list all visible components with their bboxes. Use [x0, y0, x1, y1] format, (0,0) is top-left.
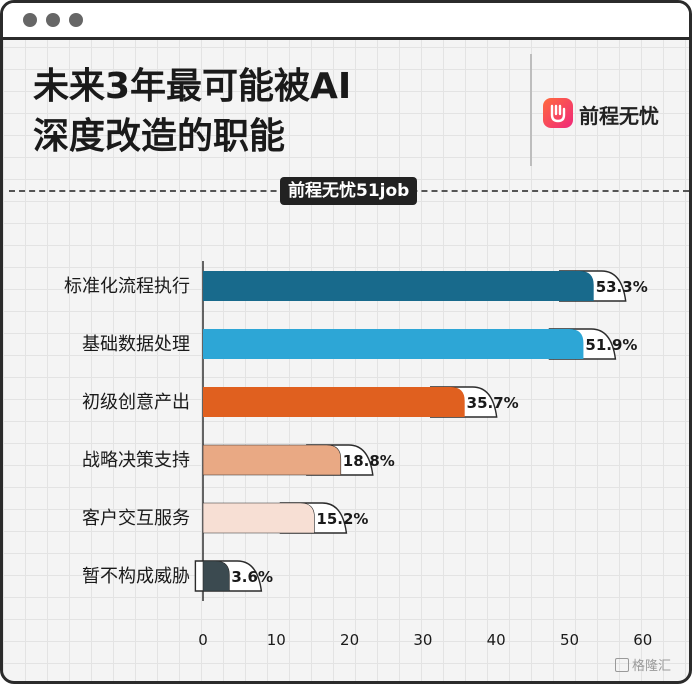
- category-label: 战略决策支持: [82, 450, 190, 471]
- hand-icon: [543, 98, 573, 128]
- x-tick-label: 20: [340, 631, 359, 649]
- chart-title-line1: 未来3年最可能被AI: [33, 66, 352, 107]
- value-label: 15.2%: [316, 510, 368, 528]
- watermark: 格隆汇: [615, 655, 671, 674]
- value-label: 53.3%: [596, 278, 648, 296]
- category-label: 标准化流程执行: [64, 276, 190, 297]
- category-label: 初级创意产出: [82, 392, 190, 413]
- window-titlebar: [3, 3, 689, 40]
- x-tick-label: 60: [633, 631, 652, 649]
- bar: [203, 329, 584, 359]
- brand-logo: 前程无忧: [543, 98, 683, 134]
- value-label: 3.6%: [231, 568, 273, 586]
- category-label: 客户交互服务: [82, 508, 190, 529]
- bar: [202, 560, 230, 592]
- x-tick-label: 40: [487, 631, 506, 649]
- chart-title: 未来3年最可能被AI 深度改造的职能: [33, 62, 351, 162]
- x-tick-label: 10: [267, 631, 286, 649]
- bar-chart: 标准化流程执行 53.3% 基础数据处理 51.9% 初级创意产出 35.7% 战略决策支持…: [64, 261, 652, 649]
- window-dot-1: [23, 13, 37, 27]
- bar: [202, 502, 315, 534]
- x-tick-label: 30: [413, 631, 432, 649]
- value-label: 18.8%: [343, 452, 395, 470]
- window-dot-3: [69, 13, 83, 27]
- source-badge: 前程无忧51job: [280, 177, 418, 205]
- bar: [203, 387, 465, 417]
- x-tick-label: 50: [560, 631, 579, 649]
- bar: [203, 271, 594, 301]
- chart-title-line2: 深度改造的职能: [33, 116, 286, 157]
- value-label: 35.7%: [467, 394, 519, 412]
- watermark-text: 格隆汇: [632, 659, 672, 674]
- category-label: 暂不构成威胁: [82, 566, 190, 587]
- value-label: 51.9%: [585, 336, 637, 354]
- chart-frame: 未来3年最可能被AI 深度改造的职能 前程无忧 前程无忧51job 标准化流程执…: [0, 0, 692, 684]
- brand-logo-text: 前程无忧: [579, 104, 659, 128]
- watermark-icon: [615, 658, 629, 672]
- x-tick-label: 0: [198, 631, 208, 649]
- window-dot-2: [46, 13, 60, 27]
- bar: [202, 444, 342, 476]
- chart-header: 未来3年最可能被AI 深度改造的职能 前程无忧: [3, 40, 689, 178]
- category-label: 基础数据处理: [82, 334, 190, 355]
- header-divider: [530, 54, 532, 166]
